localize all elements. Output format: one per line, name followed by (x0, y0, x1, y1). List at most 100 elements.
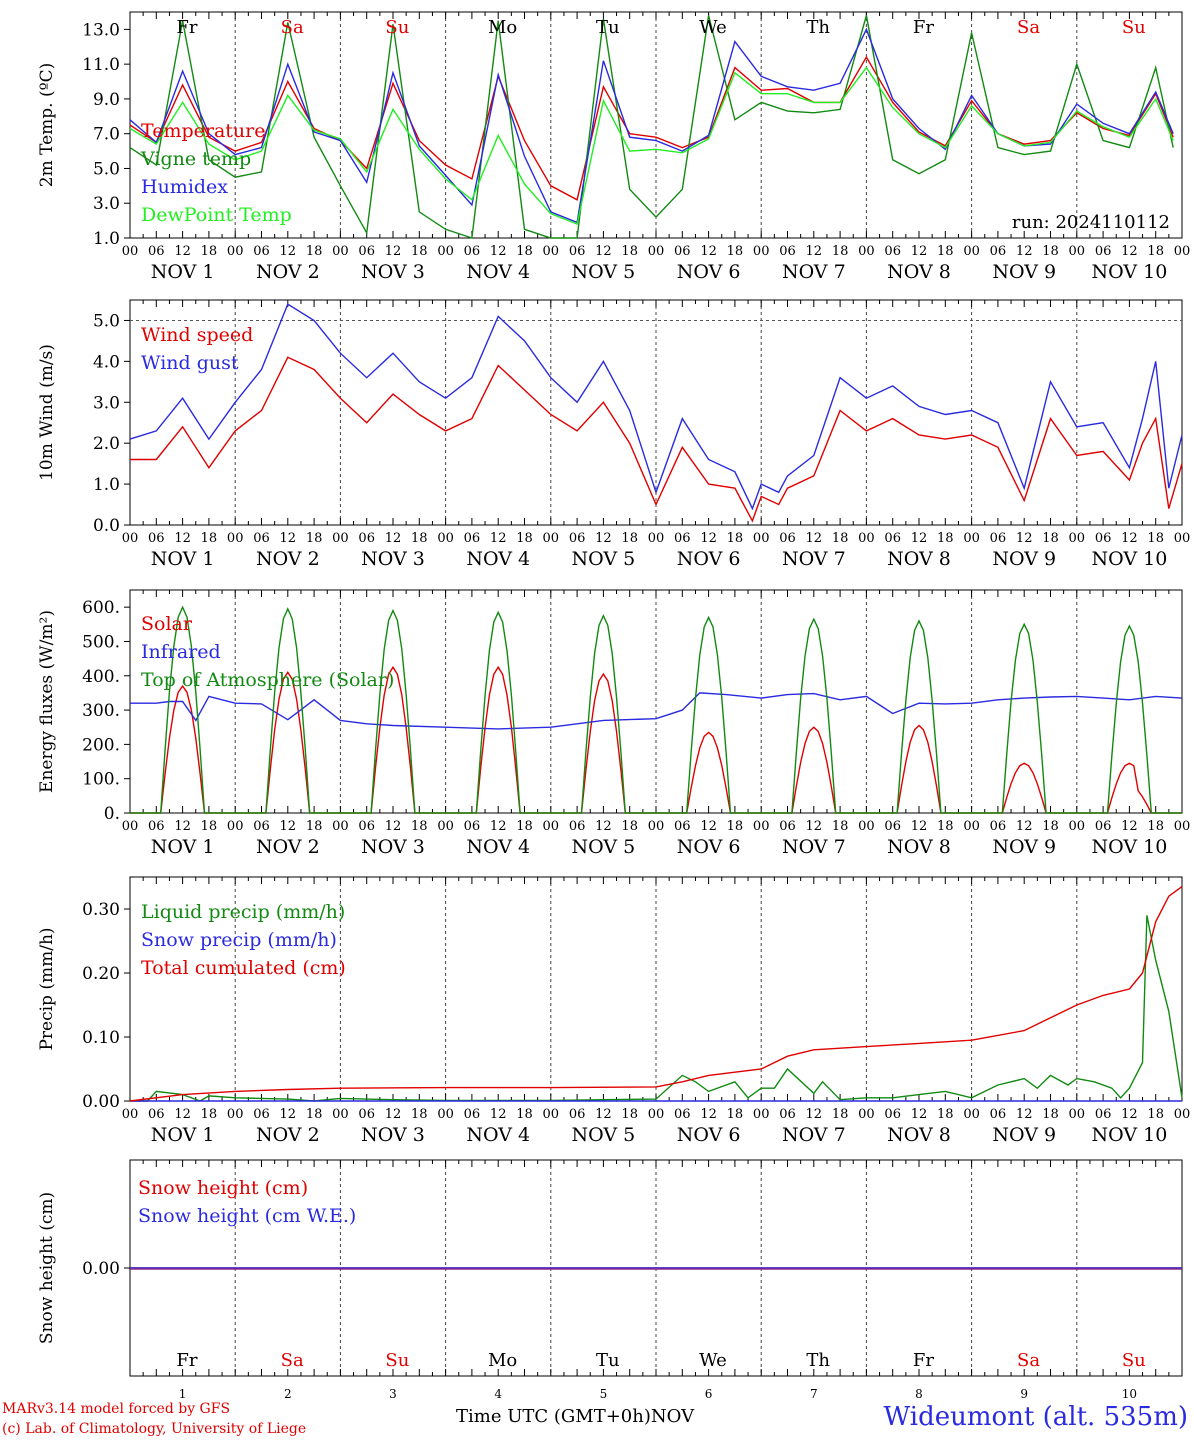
y-tick-label: 0.30 (82, 900, 120, 920)
x-hour-label: 12 (385, 819, 402, 834)
x-date-label: NOV 10 (1091, 836, 1167, 858)
legend-wind-speed: Wind speed (141, 324, 253, 346)
x-hour-label: 00 (227, 244, 244, 259)
x-hour-label: 12 (700, 1107, 717, 1122)
day-name: Mo (488, 17, 517, 38)
x-hour-label: 00 (753, 1107, 770, 1122)
x-hour-label: 12 (490, 819, 507, 834)
legend-vigne-temp: Vigne temp (140, 148, 251, 170)
y-tick-label: 0.00 (82, 1259, 120, 1279)
legend-temperature: Temperature (141, 120, 265, 142)
x-date-label: NOV 1 (151, 836, 215, 858)
day-name: Su (1122, 17, 1146, 38)
x-date-label: NOV 5 (572, 548, 636, 570)
x-hour-label: 12 (700, 531, 717, 546)
x-hour-label: 00 (543, 244, 560, 259)
x-date-label: NOV 5 (572, 261, 636, 283)
x-hour-label: 18 (621, 244, 638, 259)
y-axis-label: Snow height (cm) (37, 1192, 57, 1344)
x-hour-label: 00 (753, 819, 770, 834)
y-tick-label: 5.0 (93, 311, 120, 331)
x-hour-label: 18 (621, 819, 638, 834)
x-hour-label: 00 (122, 244, 139, 259)
day-name-bottom: Fr (176, 1350, 197, 1371)
x-hour-label: 06 (779, 1107, 796, 1122)
x-date-label: NOV 7 (782, 836, 846, 858)
x-hour-label: 00 (122, 819, 139, 834)
x-hour-label: 06 (779, 531, 796, 546)
y-tick-label: 1.0 (93, 475, 120, 495)
y-tick-label: 500. (82, 632, 120, 652)
x-hour-label: 12 (595, 819, 612, 834)
x-hour-label: 00 (543, 531, 560, 546)
day-number: 10 (1122, 1387, 1137, 1401)
x-hour-label: 12 (911, 819, 928, 834)
x-hour-label: 06 (464, 819, 481, 834)
day-name-bottom: Mo (488, 1350, 517, 1371)
x-hour-label: 18 (201, 531, 218, 546)
x-hour-label: 06 (674, 1107, 691, 1122)
station-name: Wideumont (alt. 535m) (883, 1402, 1188, 1432)
x-hour-label: 06 (569, 1107, 586, 1122)
legend-total-cumulated-cm: Total cumulated (cm) (141, 957, 346, 979)
x-hour-label: 06 (779, 244, 796, 259)
legend-dewpoint-temp: DewPoint Temp (141, 204, 292, 226)
x-axis-title: Time UTC (GMT+0h)NOV (456, 1406, 694, 1427)
x-hour-label: 00 (332, 531, 349, 546)
x-hour-label: 00 (543, 1107, 560, 1122)
day-number: 8 (915, 1387, 923, 1401)
y-tick-label: 4.0 (93, 352, 120, 372)
x-hour-label: 12 (1121, 244, 1138, 259)
x-hour-label: 12 (1016, 531, 1033, 546)
y-tick-label: 0.20 (82, 964, 120, 984)
day-number: 1 (179, 1387, 187, 1401)
x-hour-label: 18 (1042, 244, 1059, 259)
x-date-label: NOV 2 (256, 261, 320, 283)
panel-snow: 0.00 Snow height (cm) Snow height (cm) Snow… (37, 1159, 1183, 1377)
y-axis-label: 10m Wind (m/s) (37, 344, 57, 481)
day-name-bottom: Su (385, 1350, 409, 1371)
x-hour-label: 12 (595, 531, 612, 546)
x-date-label: NOV 8 (887, 548, 951, 570)
x-date-label: NOV 7 (782, 1124, 846, 1146)
day-number: 7 (810, 1387, 818, 1401)
x-hour-label: 00 (753, 531, 770, 546)
panel-energy: 600. 500. 400. 300. 200. 100. 0. Energy fluxes … (37, 589, 1191, 858)
day-name-bottom: Tu (596, 1350, 620, 1371)
x-hour-label: 00 (1174, 819, 1191, 834)
x-hour-label: 06 (569, 531, 586, 546)
x-hour-label: 12 (911, 1107, 928, 1122)
x-hour-label: 00 (227, 1107, 244, 1122)
x-hour-label: 12 (911, 531, 928, 546)
x-hour-label: 12 (490, 1107, 507, 1122)
x-hour-label: 12 (385, 531, 402, 546)
legend-liquid-precip-mm-h: Liquid precip (mm/h) (141, 901, 345, 923)
y-tick-label: 300. (82, 701, 120, 721)
x-hour-label: 12 (280, 819, 297, 834)
day-name: Th (806, 17, 830, 38)
x-hour-label: 18 (937, 819, 954, 834)
x-hour-label: 00 (963, 531, 980, 546)
y-tick-label: 600. (82, 598, 120, 618)
x-hour-label: 00 (437, 819, 454, 834)
x-hour-label: 00 (437, 531, 454, 546)
x-hour-label: 18 (201, 1107, 218, 1122)
x-date-label: NOV 10 (1091, 261, 1167, 283)
x-hour-label: 18 (1042, 819, 1059, 834)
x-hour-label: 12 (595, 244, 612, 259)
y-tick-label: 100. (82, 770, 120, 790)
day-name: Sa (281, 17, 304, 38)
x-hour-label: 18 (832, 819, 849, 834)
y-tick-label: 2.0 (93, 434, 120, 454)
panel-precip: 0.30 0.20 0.10 0.00 Precip (mm/h) Liquid prec… (37, 876, 1190, 1146)
x-hour-label: 12 (280, 1107, 297, 1122)
x-hour-label: 18 (727, 244, 744, 259)
day-number: 2 (284, 1387, 292, 1401)
x-hour-label: 06 (569, 244, 586, 259)
x-date-label: NOV 8 (887, 261, 951, 283)
x-date-label: NOV 9 (992, 261, 1056, 283)
x-hour-label: 06 (1095, 819, 1112, 834)
day-name-bottom: Th (806, 1350, 830, 1371)
x-hour-label: 12 (1016, 819, 1033, 834)
series-line-wind-speed (130, 356, 1183, 523)
